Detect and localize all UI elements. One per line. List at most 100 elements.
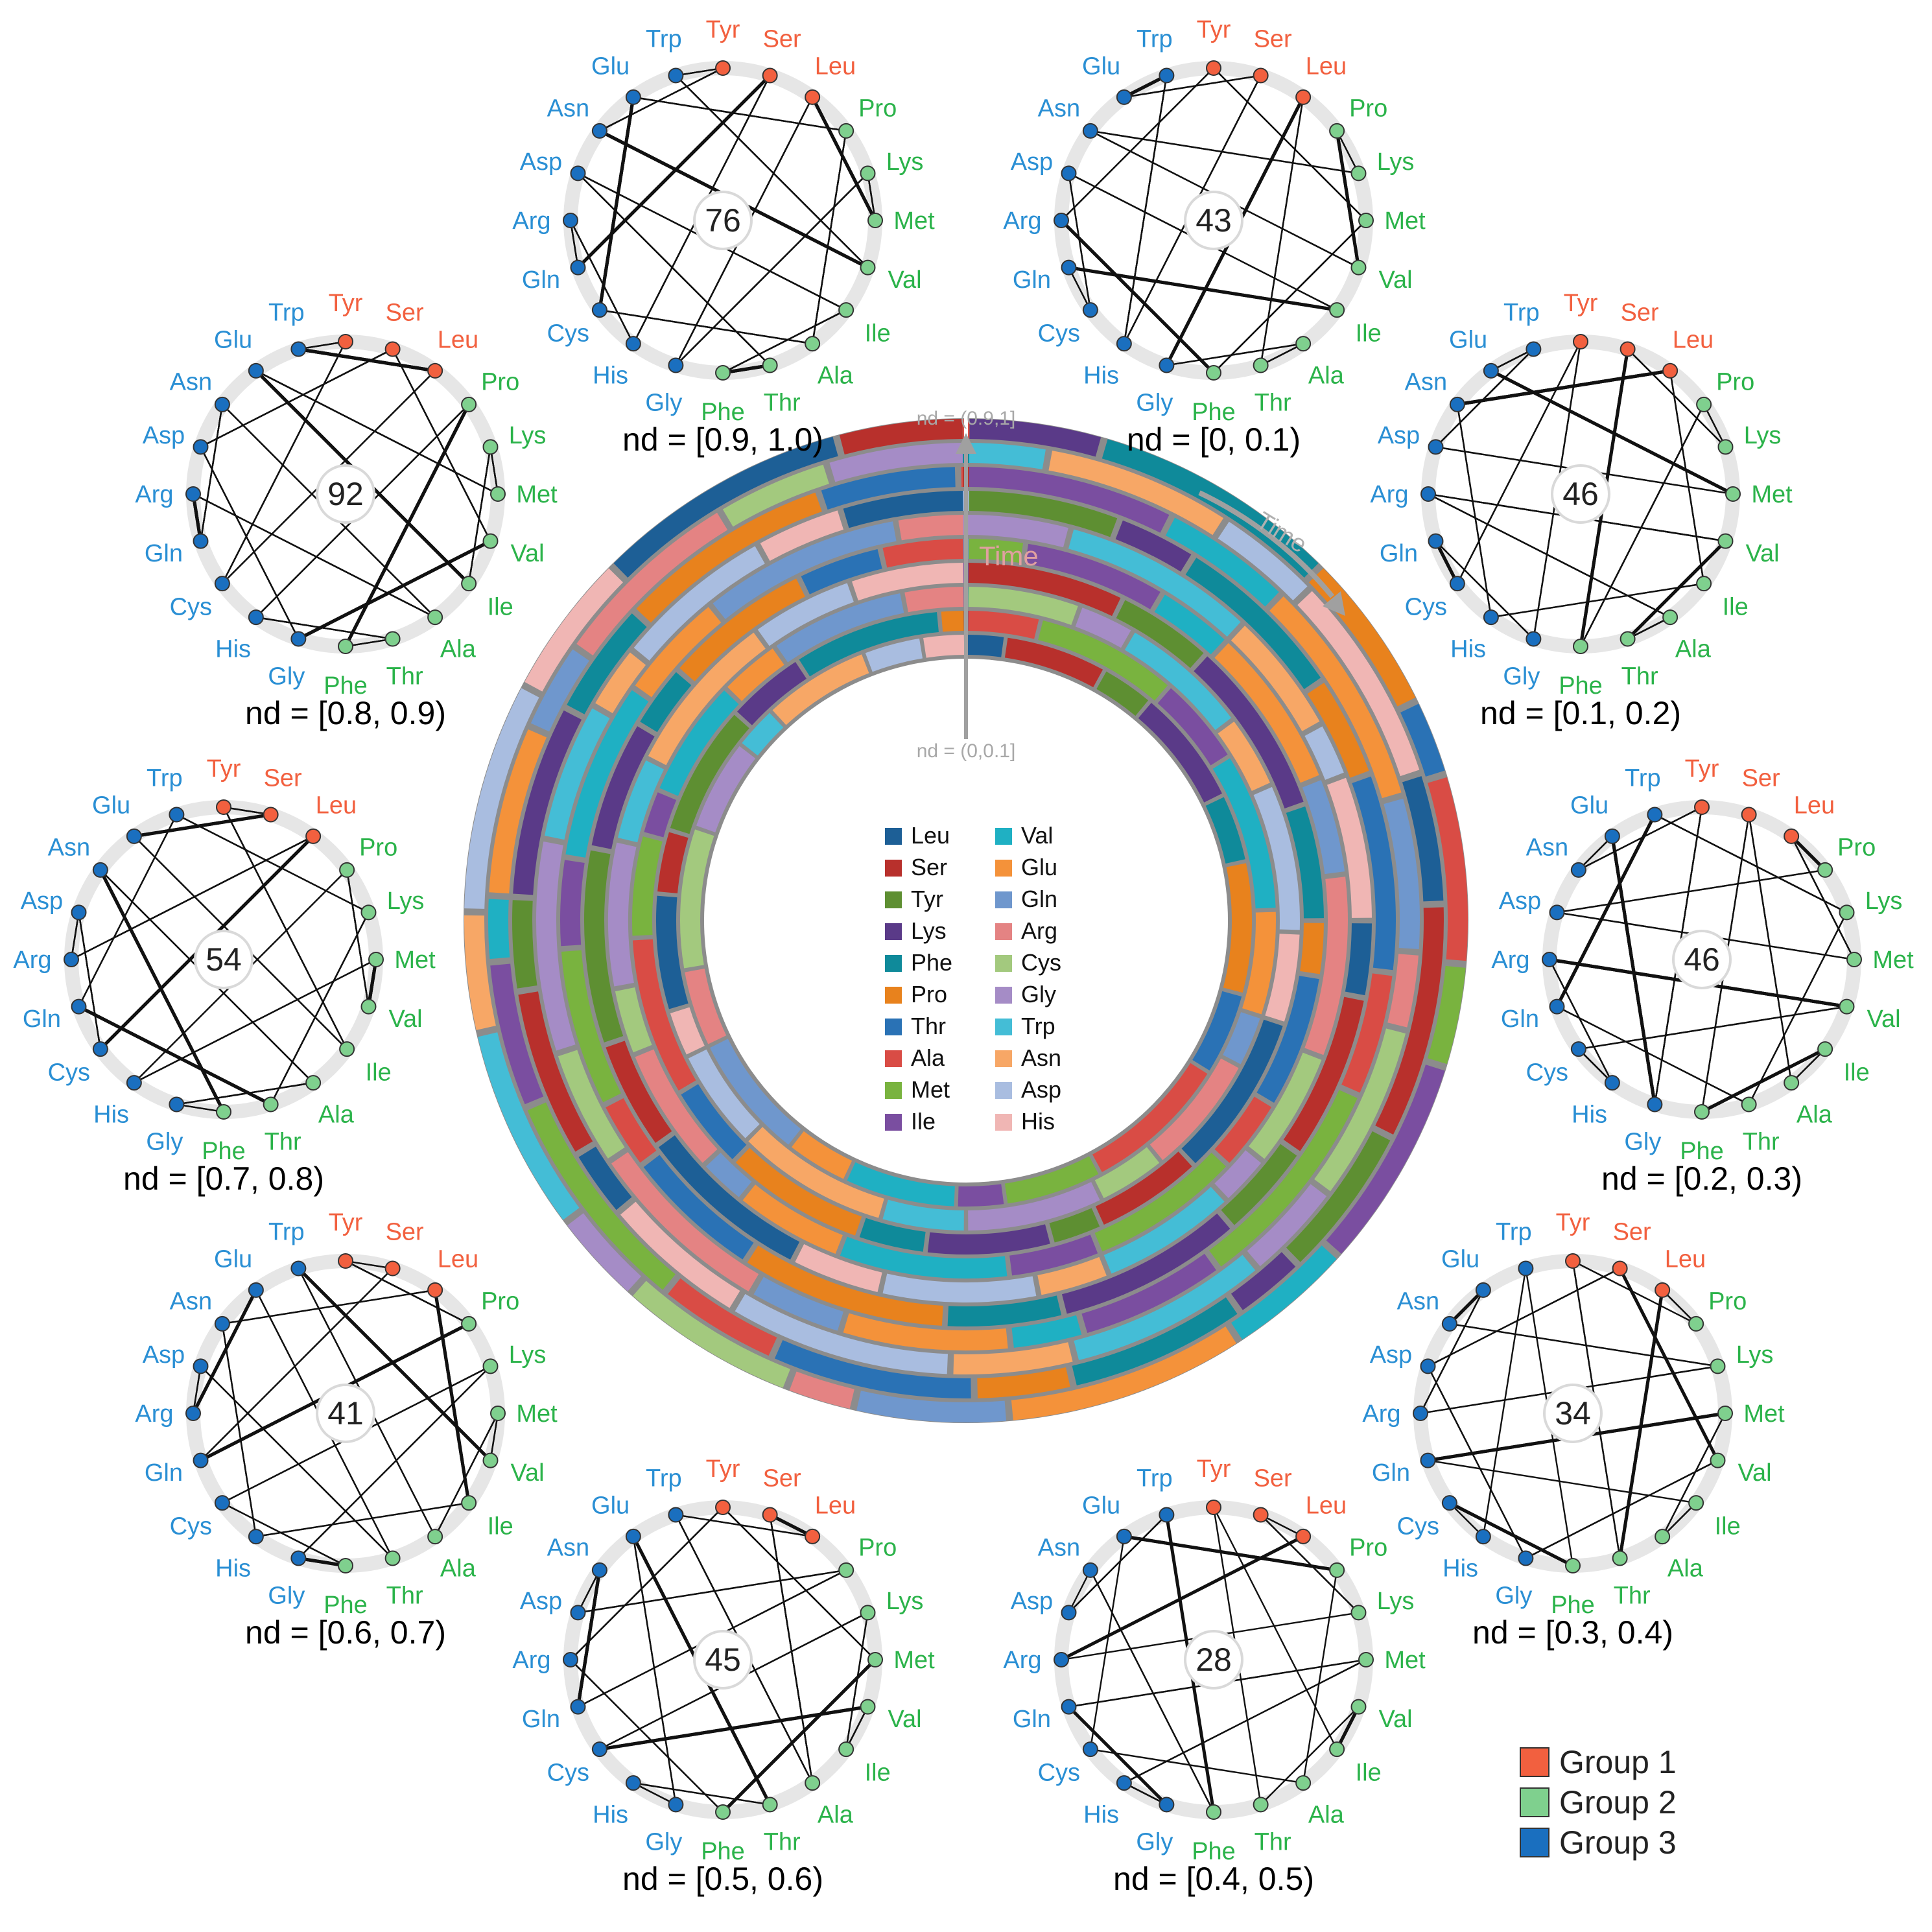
legend-swatch	[885, 1050, 902, 1067]
network-node	[1413, 1406, 1428, 1421]
ring-segment	[530, 649, 589, 732]
network-node	[1846, 952, 1862, 967]
node-label: Cys	[547, 1759, 589, 1786]
node-label: Glu	[1441, 1245, 1479, 1273]
network-edge	[1627, 617, 1671, 640]
group-label: Group 3	[1559, 1824, 1677, 1861]
network-node	[838, 1741, 854, 1758]
network-node	[71, 998, 87, 1015]
ring-segment	[464, 915, 496, 1030]
legend-label: Lys	[911, 917, 947, 944]
network-node	[1329, 123, 1345, 139]
ring-segment	[840, 1236, 1007, 1278]
ring-segment	[898, 515, 963, 541]
network-node	[591, 1562, 607, 1578]
ring-segment	[882, 1199, 964, 1231]
network-node	[1518, 1550, 1534, 1566]
network-node	[248, 1282, 264, 1298]
network-edge	[1579, 404, 1705, 647]
node-label: Ala	[440, 636, 477, 663]
ring-segment	[489, 729, 547, 894]
ring-segment	[968, 611, 1039, 639]
network-edge	[270, 912, 370, 1105]
ring-segment	[722, 464, 829, 527]
network-node	[461, 1315, 477, 1332]
ring-segment	[696, 746, 756, 832]
network-node	[290, 341, 307, 357]
node-label: Val	[888, 1706, 922, 1733]
network-edge	[570, 1507, 724, 1660]
network-node	[1662, 362, 1679, 379]
network-node	[1061, 1605, 1077, 1621]
node-label: Asp	[1011, 1588, 1053, 1615]
node-label: Gly	[1624, 1129, 1661, 1156]
ring-segment	[772, 654, 869, 725]
network-node	[805, 1528, 821, 1544]
ring-segment	[578, 1146, 632, 1210]
node-label: Asp	[21, 888, 63, 915]
node-label: Ser	[1621, 299, 1659, 326]
time-rings	[464, 415, 1468, 1423]
network-caption: nd = [0.1, 0.2)	[1480, 695, 1681, 731]
ring-segment	[904, 587, 964, 613]
ring-segment	[1269, 596, 1402, 799]
network-node	[1206, 365, 1221, 381]
ring-segment	[1341, 973, 1393, 1093]
network-edge	[1618, 1290, 1664, 1559]
network-node	[214, 576, 230, 592]
network-edge	[222, 1502, 346, 1567]
network-node	[338, 639, 353, 654]
count-badge	[316, 464, 375, 524]
node-label: Leu	[438, 326, 478, 353]
legend-swatch	[995, 1050, 1012, 1067]
ring-segment	[847, 1162, 955, 1207]
legend-label: Pro	[911, 981, 947, 1007]
network-node	[838, 1562, 854, 1578]
network-node	[860, 1699, 876, 1715]
network-node	[1717, 439, 1734, 455]
node-label: Gly	[268, 1583, 305, 1610]
network-node	[1428, 533, 1444, 549]
group-legend: Group 1 Group 2 Group 3	[1520, 1744, 1677, 1861]
node-label: Gly	[645, 1829, 682, 1856]
network-edge	[1124, 75, 1261, 99]
node-label: Met	[1384, 207, 1426, 235]
node-label: Thr	[386, 1583, 423, 1610]
network-node	[461, 576, 477, 592]
network-edge	[200, 446, 300, 640]
ring-segment	[705, 1152, 752, 1197]
node-label: Ile	[1723, 593, 1749, 620]
network-node	[1206, 60, 1221, 76]
node-label: Ser	[386, 299, 424, 326]
network-node	[1604, 1075, 1620, 1091]
node-label: His	[593, 1802, 628, 1829]
network-edge	[1428, 1459, 1697, 1504]
ring-segment	[681, 1084, 747, 1159]
ring-segment	[1300, 923, 1324, 974]
node-label: Asp	[143, 1341, 185, 1369]
ring-segment	[1205, 797, 1245, 864]
node-label: Arg	[135, 481, 173, 508]
network-edge	[845, 1612, 869, 1750]
ring-segment	[608, 842, 637, 987]
node-label: Glu	[1449, 326, 1487, 353]
node-label: Thr	[1621, 663, 1658, 690]
ring-segment	[527, 1102, 676, 1290]
network-edge	[676, 1514, 813, 1538]
ring-segment	[606, 1098, 657, 1163]
node-label: Pro	[1837, 834, 1876, 862]
ring-segment	[757, 583, 854, 646]
node-label: Met	[893, 1647, 935, 1674]
ring-segment	[1095, 1151, 1192, 1225]
ring-segment	[657, 832, 689, 893]
network-edge	[1061, 67, 1214, 221]
legend-label: Ala	[911, 1044, 945, 1071]
network-node	[1526, 631, 1542, 647]
network-node	[1449, 576, 1465, 592]
network-node	[1573, 639, 1588, 654]
ring-segment	[713, 521, 897, 619]
network-edge	[298, 1557, 346, 1568]
network-edge	[200, 1267, 394, 1461]
network-edge	[78, 1005, 272, 1106]
